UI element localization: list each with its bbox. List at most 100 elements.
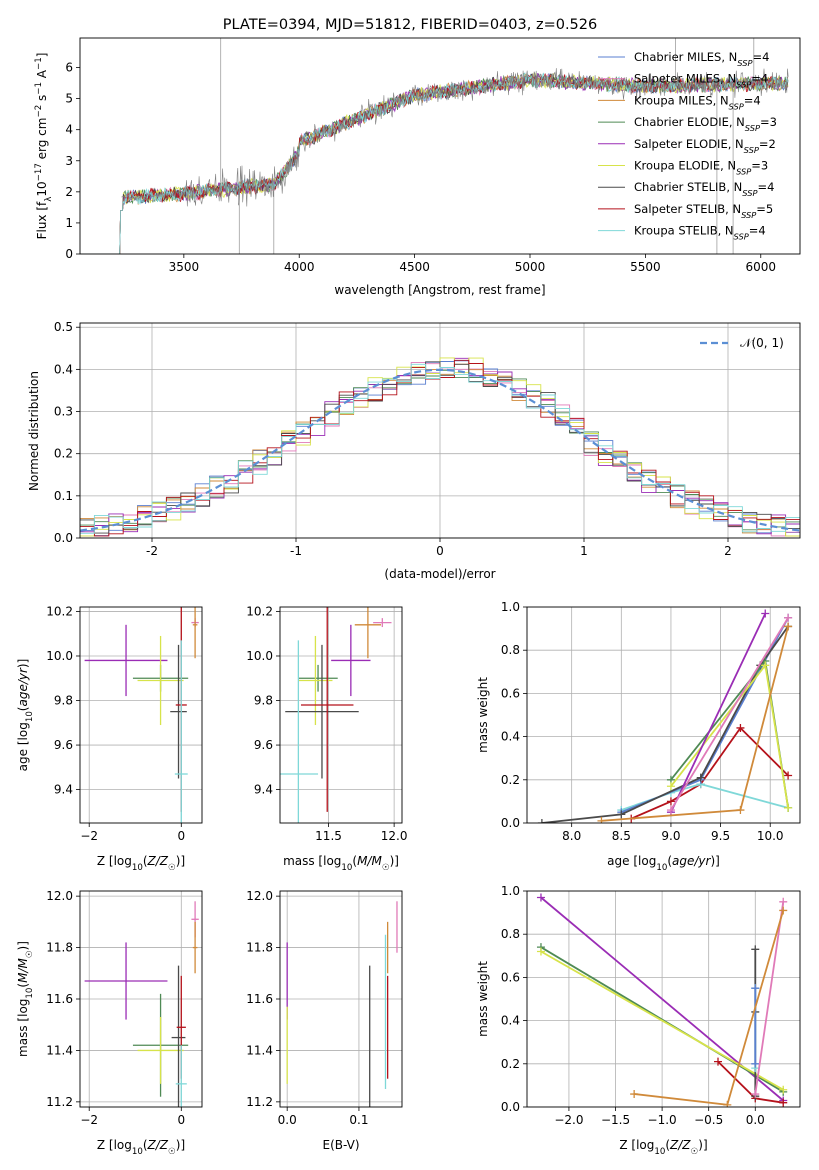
- weight-series-line: [601, 626, 789, 822]
- y-tick-label: 11.2: [246, 1095, 273, 1109]
- weight-point: [751, 984, 760, 993]
- weight-point: [666, 797, 675, 806]
- x-tick-label: 9.5: [711, 829, 730, 843]
- label-part: SSP: [742, 188, 757, 198]
- label-part: age [log: [16, 722, 30, 771]
- label-part: Z [log: [97, 1138, 132, 1152]
- x-tick-label: 4000: [284, 260, 315, 274]
- x-tick-label: −1.0: [648, 1113, 677, 1127]
- axes-frame: [79, 37, 801, 255]
- x-tick-label: 0: [177, 1113, 185, 1127]
- weight-point: [751, 945, 760, 954]
- label-part: =2: [759, 137, 776, 151]
- x-tick-label: 4500: [399, 260, 430, 274]
- label-part: Salpeter MILES, N: [634, 72, 736, 86]
- weight-point: [779, 897, 788, 906]
- y-tick-label: 9.6: [254, 738, 273, 752]
- weight-point: [714, 1057, 723, 1066]
- label-part: Z/Z: [669, 1138, 691, 1152]
- x-tick-label: 11.5: [315, 829, 342, 843]
- x-tick-label: −0.5: [694, 1113, 723, 1127]
- normal-curve: [80, 368, 800, 532]
- x-axis-label: mass [log10(M/M☉)]: [283, 854, 399, 873]
- weight-point: [536, 947, 545, 956]
- axes-frame: [526, 606, 801, 824]
- label-part: λ: [44, 197, 54, 202]
- label-part: Kroupa MILES, N: [634, 93, 729, 107]
- y-axis-label: Normed distribution: [27, 371, 41, 491]
- weight-point: [723, 1100, 732, 1107]
- label-part: (: [667, 854, 672, 868]
- y-tick-label: 0.3: [54, 405, 73, 419]
- label-part: (: [143, 1138, 148, 1152]
- weight-point: [736, 806, 745, 815]
- plot-area: [280, 607, 402, 823]
- residual-histogram: [80, 363, 800, 537]
- x-tick-label: −1.5: [601, 1113, 630, 1127]
- weight-vs-age-panel: 8.0 8.5 9.0 9.5 10.0 0.0 0.2 0.4 0.6 0.8 1.0 age [l…: [476, 600, 801, 873]
- y-tick-label: 1.0: [501, 600, 520, 614]
- weight-series-line: [540, 950, 784, 1091]
- y-tick-label: 6: [65, 61, 73, 75]
- weight-point: [779, 1085, 788, 1094]
- label-part: SSP: [734, 232, 749, 242]
- y-tick-label: 0.2: [501, 1057, 520, 1071]
- residual-histogram: [80, 360, 800, 537]
- plot-area: [80, 38, 789, 254]
- axes-frame: [279, 606, 403, 824]
- label-part: =4: [744, 93, 761, 107]
- x-tick-label: 2: [724, 544, 732, 558]
- mass-vs-z-panel: −2 011.211.411.611.812.0Z [log10(Z/Z☉)]ma…: [16, 889, 203, 1157]
- label-part: Flux [f: [35, 201, 49, 239]
- label-part: ☉: [168, 1147, 176, 1157]
- weight-point: [784, 771, 793, 780]
- weight-series-line: [630, 726, 789, 820]
- label-part: 10: [132, 863, 143, 873]
- weight-point: [784, 803, 793, 812]
- weight-point: [666, 806, 675, 815]
- label-part: 10: [132, 1147, 143, 1157]
- x-tick-label: 5000: [515, 260, 546, 274]
- legend-entry: Salpeter STELIB, NSSP=5: [634, 202, 773, 220]
- weight-point: [784, 613, 793, 622]
- weight-series-line: [541, 625, 789, 823]
- y-tick-label: 0.4: [501, 730, 520, 744]
- y-axis-label: mass [log10(M/M☉)]: [16, 941, 35, 1057]
- label-part: =4: [751, 72, 768, 86]
- y-axis-label: age [log10(age/yr)]: [16, 659, 35, 772]
- mass-vs-ebv-panel: 0.0 0.1 11.2 11.4 11.6 11.8 12.0 E(B-V): [246, 889, 403, 1152]
- label-part: 10: [25, 711, 35, 722]
- y-tick-label: 11.2: [46, 1095, 73, 1109]
- residual-panel: -2 -1 0 1 2 0.0 0.1 0.2 0.3 0.4 0.5 (data-model)/er…: [27, 320, 801, 581]
- label-part: M/M: [16, 958, 30, 983]
- label-part: −1: [34, 57, 44, 70]
- data-series-line: [121, 68, 789, 207]
- y-tick-label: 0.2: [501, 773, 520, 787]
- label-part: =5: [756, 202, 773, 216]
- y-tick-label: 10.2: [246, 604, 273, 618]
- y-tick-label: 3: [65, 154, 73, 168]
- weight-series-line: [670, 617, 789, 811]
- y-tick-label: 1: [65, 216, 73, 230]
- legend-entry: Salpeter MILES, NSSP=4: [634, 72, 768, 90]
- y-tick-label: 9.4: [254, 783, 273, 797]
- y-tick-label: 10.2: [46, 604, 73, 618]
- label-part: age/yr: [672, 854, 711, 868]
- y-tick-label: 2: [65, 185, 73, 199]
- label-part: s: [35, 95, 49, 105]
- weight-vs-z-panel: −2.0 −1.5 −1.0 −0.5 0.0 0.0 0.2 0.4 0.6 0.8 1.0 Z […: [476, 884, 801, 1157]
- label-part: Z/Z: [147, 1138, 169, 1152]
- label-part: Chabrier MILES, N: [634, 50, 737, 64]
- y-axis-label: mass weight: [476, 677, 490, 753]
- model-series-line: [80, 73, 789, 254]
- y-tick-label: 0.8: [501, 927, 520, 941]
- y-tick-label: 5: [65, 92, 73, 106]
- weight-point: [617, 810, 626, 819]
- y-tick-label: 9.8: [54, 694, 73, 708]
- x-axis-label: (data-model)/error: [384, 567, 495, 581]
- label-part: −17: [34, 163, 44, 181]
- label-part: 10: [341, 863, 352, 873]
- label-part: SSP: [736, 80, 751, 90]
- x-tick-label: 6000: [745, 260, 776, 274]
- plot-area: [527, 607, 800, 823]
